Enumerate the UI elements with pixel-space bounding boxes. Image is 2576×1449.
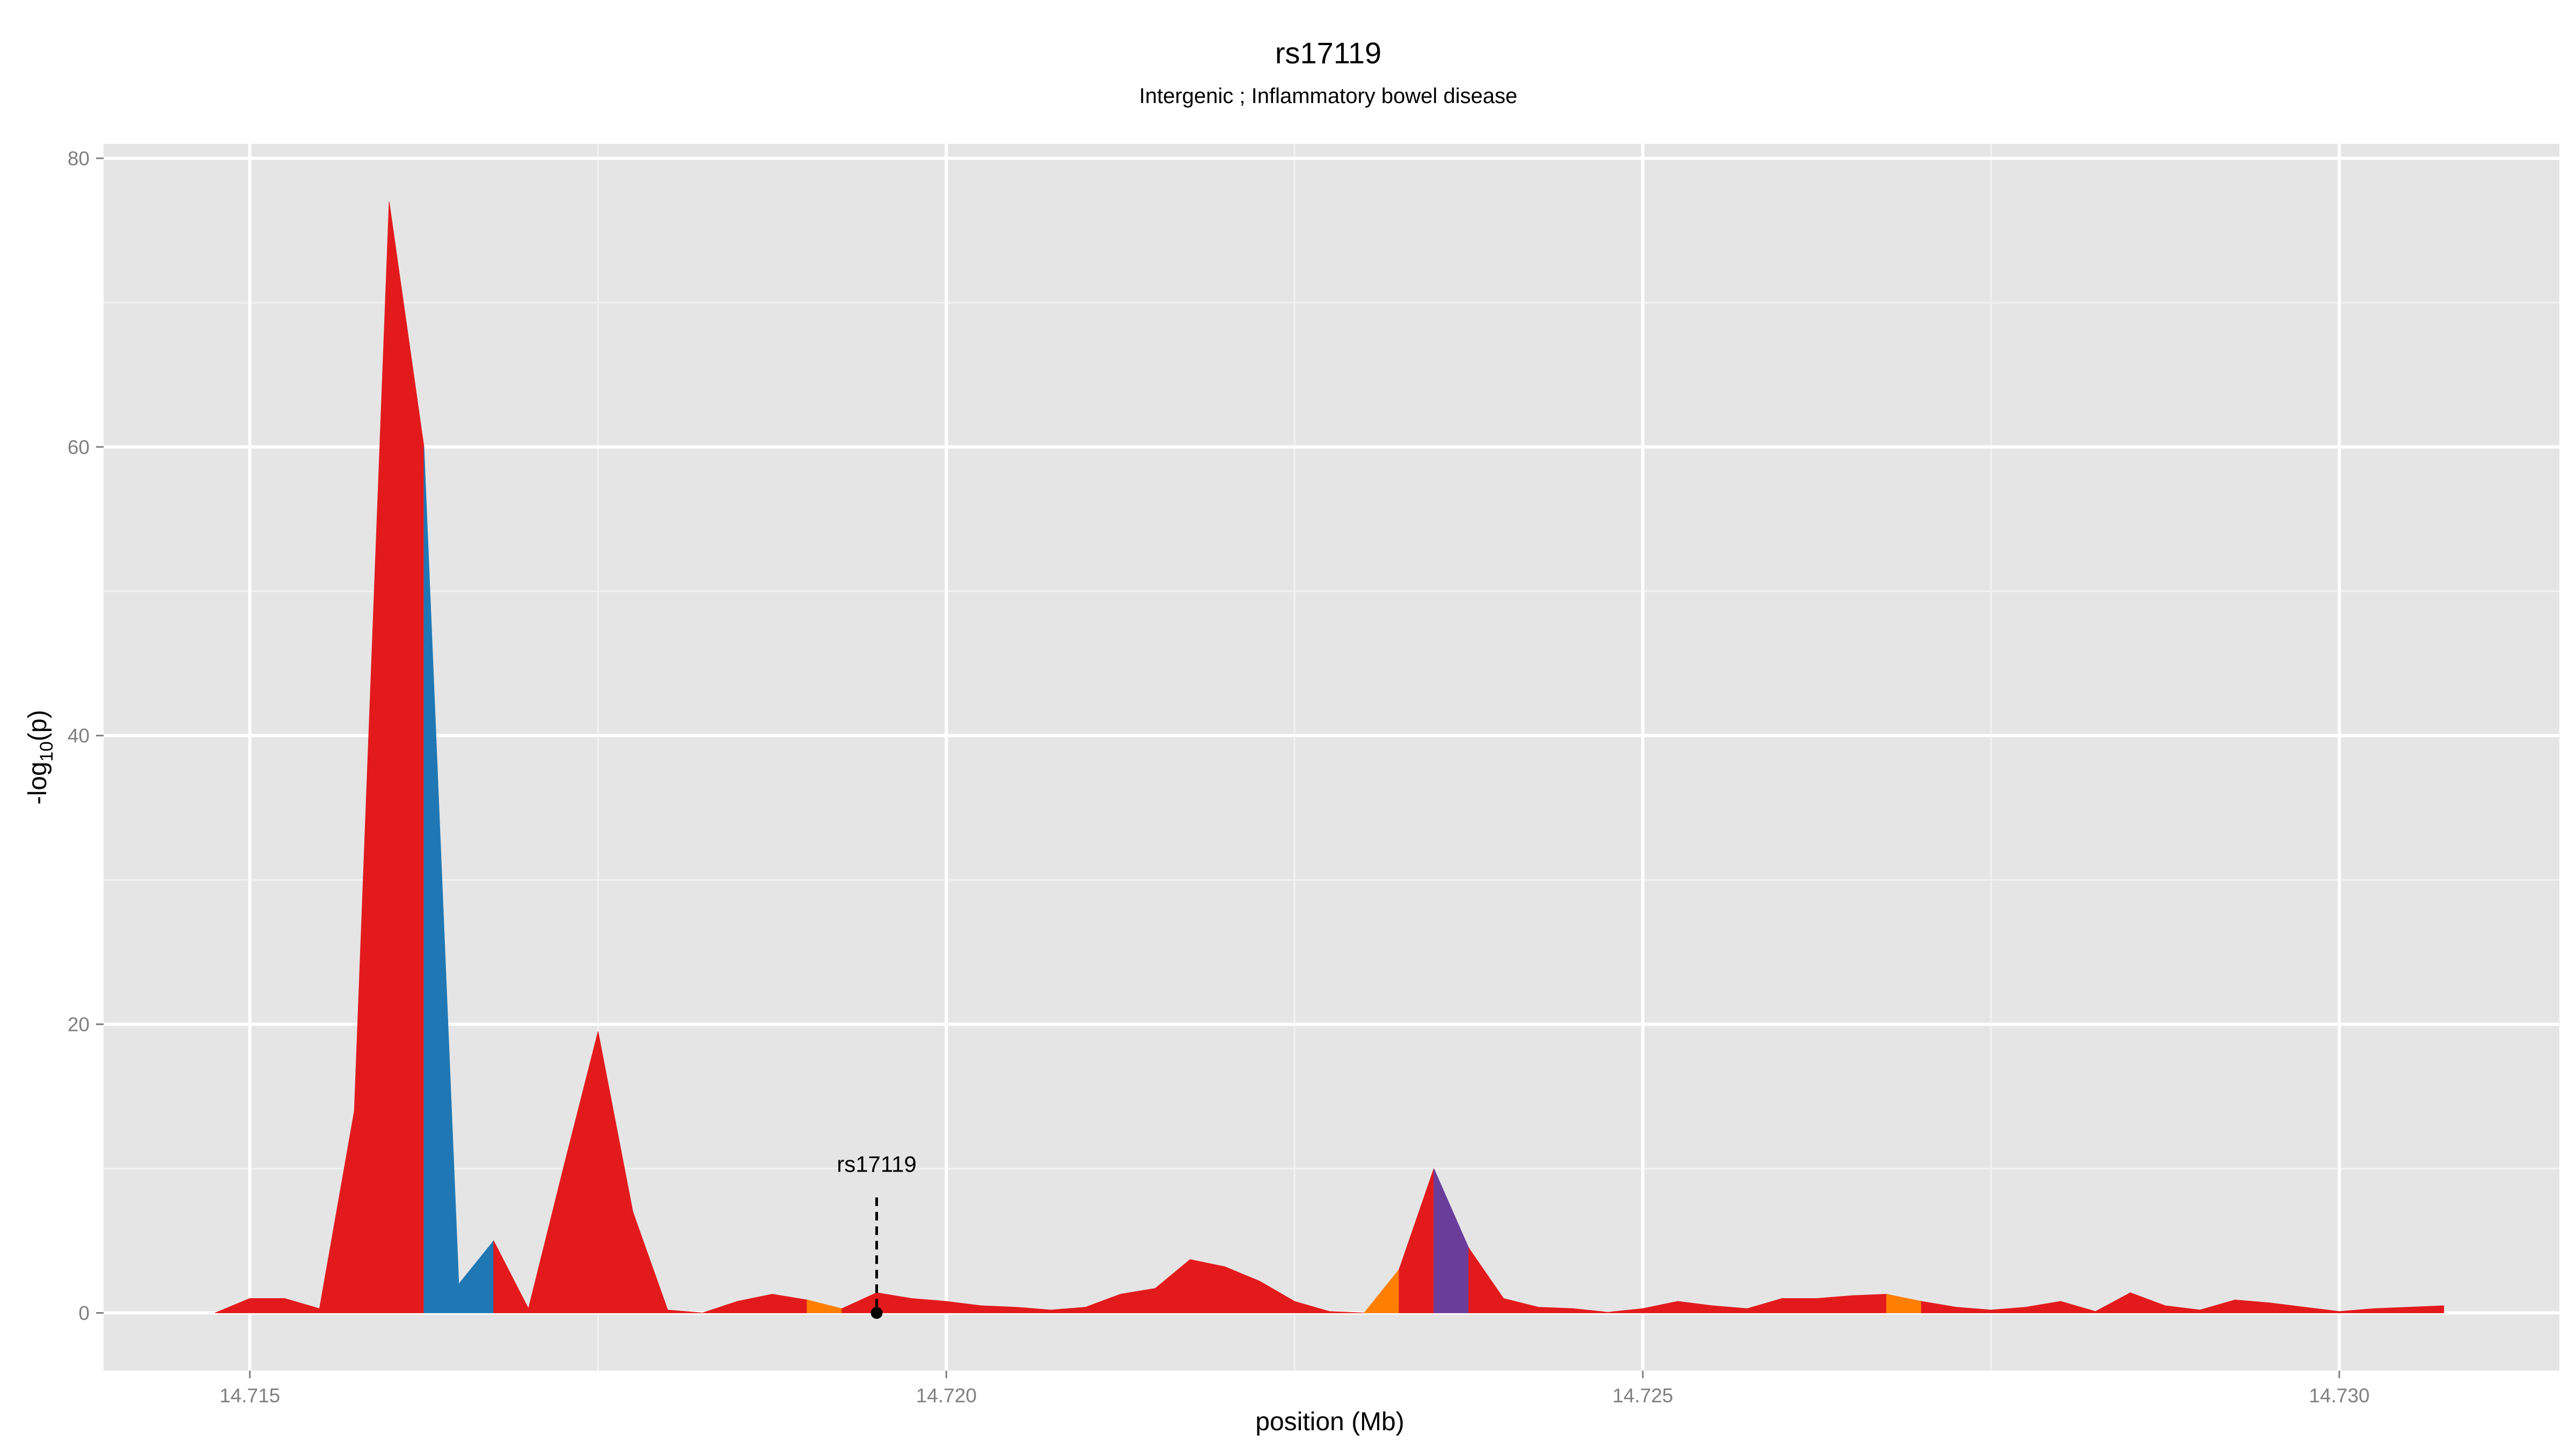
- y-axis: 0 20 40 60 80: [68, 148, 104, 1324]
- area-segment-red: [1921, 1292, 2445, 1313]
- annotation-point: [870, 1307, 883, 1319]
- chart-subtitle: Intergenic ; Inflammatory bowel disease: [1139, 84, 1518, 108]
- area-segment-red: [1468, 1247, 1887, 1313]
- area-segment-red: [841, 1259, 1365, 1313]
- annotation: rs17119: [837, 1151, 917, 1319]
- area-series: [215, 201, 2445, 1313]
- x-tick-label: 14.730: [2309, 1385, 2369, 1407]
- x-axis: 14.715 14.720 14.725 14.730: [219, 1371, 2369, 1407]
- minor-grid: [104, 144, 2559, 1371]
- y-tick-label: 80: [68, 148, 90, 170]
- chart-title: rs17119: [1275, 36, 1381, 70]
- area-segment-blue: [423, 447, 494, 1313]
- y-axis-title: -log10(p): [24, 710, 57, 805]
- plot-panel: [104, 144, 2559, 1371]
- y-tick-label: 60: [68, 436, 90, 458]
- y-tick-label: 0: [78, 1302, 90, 1324]
- y-tick-label: 20: [68, 1014, 90, 1036]
- y-tick-label: 40: [68, 725, 90, 747]
- x-axis-title: position (Mb): [1255, 1408, 1404, 1436]
- annotation-label: rs17119: [837, 1151, 917, 1176]
- x-tick-label: 14.720: [916, 1385, 977, 1407]
- x-tick-label: 14.725: [1613, 1385, 1673, 1407]
- x-tick-label: 14.715: [219, 1385, 280, 1407]
